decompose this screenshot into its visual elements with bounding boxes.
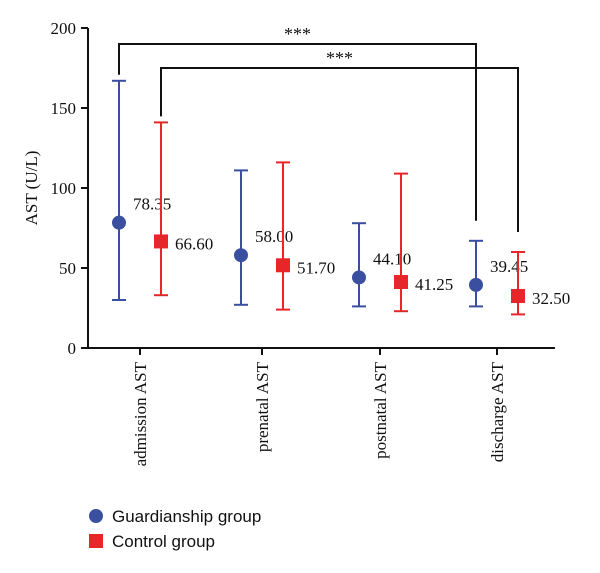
significance-bracket [160, 67, 519, 232]
data-point-circle [234, 248, 248, 263]
significance-bracket [118, 43, 477, 221]
legend-marker-circle [89, 509, 103, 523]
data-point-square [276, 258, 290, 273]
data-label: 66.60 [175, 234, 213, 253]
x-tick-label: discharge AST [488, 361, 507, 462]
x-tick-label: prenatal AST [253, 361, 272, 452]
axes: 0 50 100 150 200 AST (U/L) admission AST prenat… [22, 19, 555, 466]
data-point-circle [352, 270, 366, 285]
significance-label: *** [326, 48, 353, 68]
data-label: 58.00 [255, 227, 293, 246]
data-point-circle [112, 215, 126, 230]
data-point-square [394, 275, 408, 289]
data-point-square [154, 234, 168, 249]
y-axis-title: AST (U/L) [22, 151, 41, 226]
data-label: 78.35 [133, 195, 171, 214]
chart-marks: 78.35 58.00 44.10 39.45 66.60 51.70 41.25 32.50… [112, 24, 570, 316]
data-label: 51.70 [297, 258, 335, 277]
legend-marker-square [89, 534, 103, 548]
significance-label: *** [284, 24, 311, 44]
legend-label: Guardianship group [112, 507, 261, 526]
y-tick-label: 0 [68, 339, 77, 358]
y-tick-label: 50 [59, 259, 76, 278]
legend: Guardianship group Control group [89, 507, 261, 551]
x-tick-label: admission AST [131, 361, 150, 466]
y-tick-label: 200 [51, 19, 77, 38]
data-point-circle [469, 277, 483, 292]
data-point-square [511, 289, 525, 303]
y-tick-label: 100 [51, 179, 77, 198]
y-tick-label: 150 [51, 99, 77, 118]
data-label: 32.50 [532, 289, 570, 308]
x-tick-label: postnatal AST [371, 361, 390, 458]
data-label: 39.45 [490, 257, 528, 276]
data-label: 41.25 [415, 275, 453, 294]
data-label: 44.10 [373, 249, 411, 268]
legend-label: Control group [112, 532, 215, 551]
